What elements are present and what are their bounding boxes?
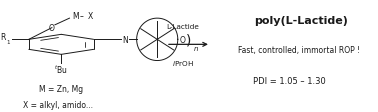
Text: N: N — [122, 36, 128, 44]
Text: $^t$Bu: $^t$Bu — [54, 63, 68, 75]
Text: M: M — [73, 12, 79, 21]
Text: X = alkyl, amido...: X = alkyl, amido... — [23, 100, 93, 109]
Text: –: – — [80, 12, 84, 21]
Text: M = Zn, Mg: M = Zn, Mg — [39, 85, 83, 94]
Text: L-Lactide: L-Lactide — [166, 24, 199, 30]
Text: O: O — [180, 36, 186, 44]
Text: $n$: $n$ — [193, 45, 199, 53]
Text: poly(L-Lactide): poly(L-Lactide) — [254, 16, 347, 26]
Text: ): ) — [186, 33, 191, 47]
Text: X: X — [88, 12, 93, 21]
Text: $\it{i}$PrOH: $\it{i}$PrOH — [172, 58, 194, 67]
Text: Fast, controlled, immortal ROP !: Fast, controlled, immortal ROP ! — [238, 46, 360, 55]
Text: PDI = 1.05 – 1.30: PDI = 1.05 – 1.30 — [253, 76, 326, 85]
Text: O: O — [49, 24, 55, 33]
Text: R: R — [1, 33, 6, 42]
Text: 1: 1 — [6, 39, 10, 44]
